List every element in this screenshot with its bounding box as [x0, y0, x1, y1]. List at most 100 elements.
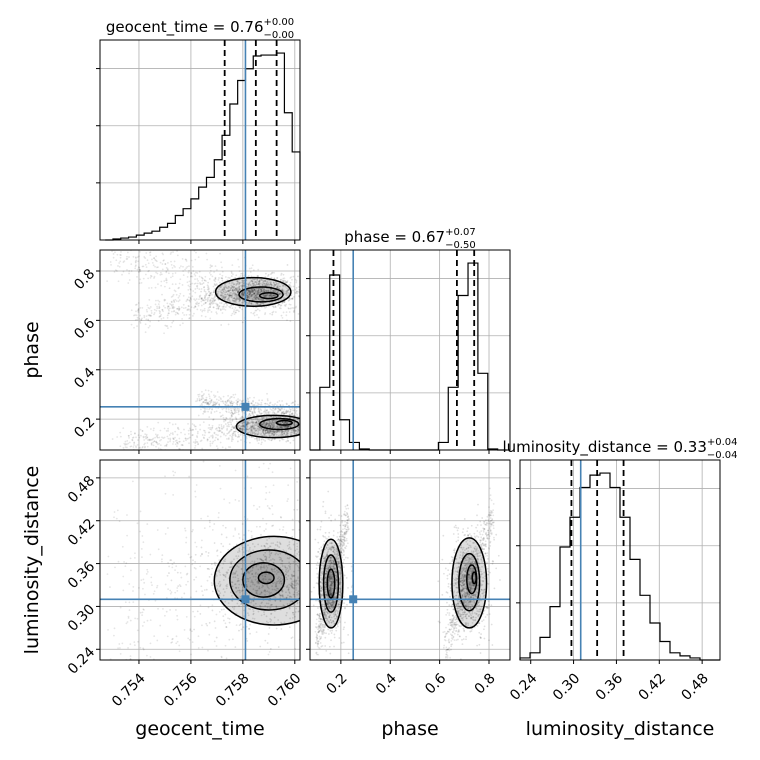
sample-point: [212, 291, 215, 294]
sample-point: [239, 294, 242, 296]
sample-point: [266, 431, 269, 434]
sample-point: [260, 403, 263, 406]
sample-point: [278, 430, 280, 433]
sample-point: [272, 434, 275, 437]
sample-point: [274, 311, 277, 313]
sample-point: [252, 422, 255, 424]
sample-point: [183, 314, 186, 316]
sample-point: [170, 301, 173, 304]
sample-point: [208, 294, 211, 297]
sample-point: [296, 292, 299, 295]
sample-point: [224, 400, 227, 403]
sample-point: [285, 432, 288, 435]
sample-point: [264, 429, 267, 432]
sample-point: [291, 297, 294, 299]
sample-point: [146, 436, 149, 439]
sample-point: [269, 294, 271, 297]
sample-point: [193, 282, 196, 285]
sample-point: [255, 298, 258, 301]
sample-point: [262, 438, 265, 441]
sample-point: [252, 303, 255, 306]
sample-point: [284, 292, 287, 295]
sample-point: [200, 395, 203, 397]
sample-point: [271, 420, 274, 422]
sample-point: [147, 245, 149, 247]
sample-point: [199, 424, 202, 426]
sample-point: [272, 293, 275, 296]
sample-point: [257, 297, 260, 300]
sample-point: [247, 290, 250, 293]
sample-point: [135, 436, 137, 439]
sample-point: [254, 290, 257, 293]
sample-point: [150, 312, 153, 314]
sample-point: [266, 399, 269, 402]
sample-point: [273, 294, 275, 297]
sample-point: [242, 293, 245, 296]
sample-point: [253, 288, 256, 291]
sample-point: [261, 287, 264, 290]
sample-point: [227, 285, 230, 288]
sample-point: [194, 278, 196, 281]
sample-point: [303, 600, 305, 602]
sample-point: [177, 313, 180, 315]
sample-point: [134, 261, 137, 264]
sample-point: [229, 294, 232, 296]
sample-point: [303, 565, 305, 567]
sample-point: [121, 246, 123, 248]
sample-point: [276, 404, 278, 407]
sample-point: [282, 289, 285, 292]
sample-point: [280, 425, 283, 428]
sample-point: [215, 433, 218, 436]
sample-point: [147, 306, 150, 309]
sample-point: [176, 427, 179, 430]
sample-point: [141, 317, 143, 320]
sample-point: [285, 409, 288, 412]
sample-point: [295, 433, 298, 435]
sample-point: [184, 527, 186, 530]
sample-point: [236, 403, 239, 406]
sample-point: [248, 289, 251, 292]
sample-point: [288, 307, 290, 310]
sample-point: [255, 437, 258, 440]
sample-point: [261, 283, 264, 286]
sample-point: [211, 609, 214, 612]
sample-point: [188, 265, 190, 268]
sample-point: [208, 294, 211, 297]
sample-point: [268, 429, 271, 432]
sample-point: [147, 262, 150, 265]
sample-point: [265, 412, 268, 414]
sample-point: [129, 452, 131, 454]
sample-point: [249, 290, 252, 293]
sample-point: [302, 433, 304, 435]
sample-point: [257, 292, 260, 295]
sample-point: [224, 296, 227, 299]
sample-point: [206, 292, 208, 295]
sample-point: [259, 291, 262, 294]
sample-point: [253, 288, 256, 291]
sample-point: [135, 257, 137, 259]
sample-point: [190, 259, 193, 262]
sample-point: [188, 638, 191, 641]
sample-point: [253, 292, 256, 295]
sample-point: [209, 273, 212, 276]
sample-point: [227, 423, 230, 426]
sample-point: [252, 289, 255, 292]
sample-point: [297, 419, 300, 422]
sample-point: [190, 271, 193, 274]
sample-point: [208, 416, 211, 418]
sample-point: [260, 402, 263, 404]
sample-point: [137, 266, 140, 269]
sample-point: [272, 429, 274, 432]
sample-point: [313, 420, 315, 422]
sample-point: [231, 419, 234, 422]
sample-point: [155, 260, 158, 263]
sample-point: [253, 314, 256, 317]
sample-point: [280, 628, 283, 630]
sample-point: [283, 422, 285, 425]
sample-point: [287, 426, 290, 429]
sample-point: [292, 307, 295, 309]
sample-point: [209, 407, 211, 410]
sample-point: [199, 613, 202, 615]
sample-point: [237, 433, 240, 436]
sample-point: [219, 273, 221, 276]
